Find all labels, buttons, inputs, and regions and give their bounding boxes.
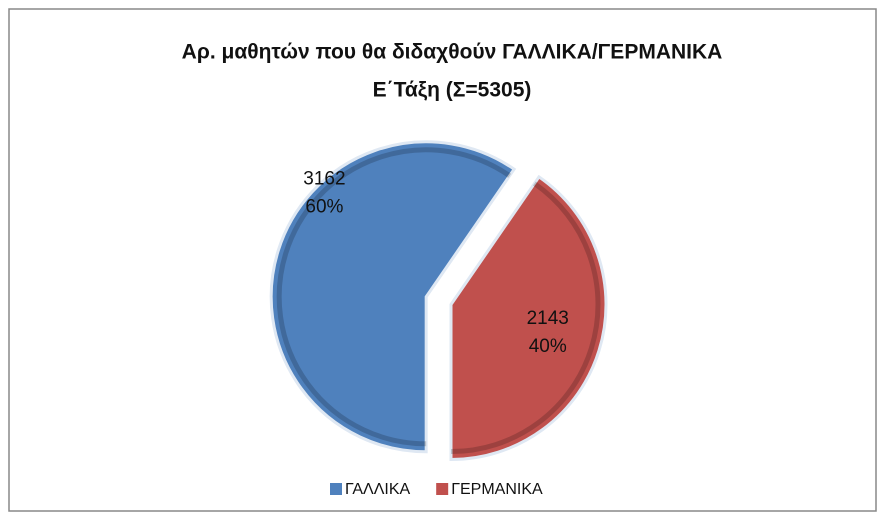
pie-slice-bevel: [451, 181, 601, 455]
chart-subtitle: Ε΄Τάξη (Σ=5305): [373, 79, 532, 102]
data-label: 2143: [527, 308, 569, 329]
legend-label: ΓΕΡΜΑΝΙΚΑ: [451, 481, 543, 498]
pie-slice-bevel: [276, 147, 512, 447]
pie-slice: [269, 140, 517, 454]
data-label-percent: 40%: [529, 336, 567, 357]
legend-label: ΓΑΛΛΙΚΑ: [345, 481, 411, 498]
data-label: 3162: [303, 168, 345, 189]
chart-title: Αρ. μαθητών που θα διδαχθούν ΓΑΛΛΙΚΑ/ΓΕΡ…: [182, 41, 723, 64]
legend-swatch: [330, 483, 342, 495]
data-label-percent: 60%: [305, 196, 343, 217]
legend-swatch: [436, 483, 449, 495]
pie-slice: [449, 174, 608, 462]
